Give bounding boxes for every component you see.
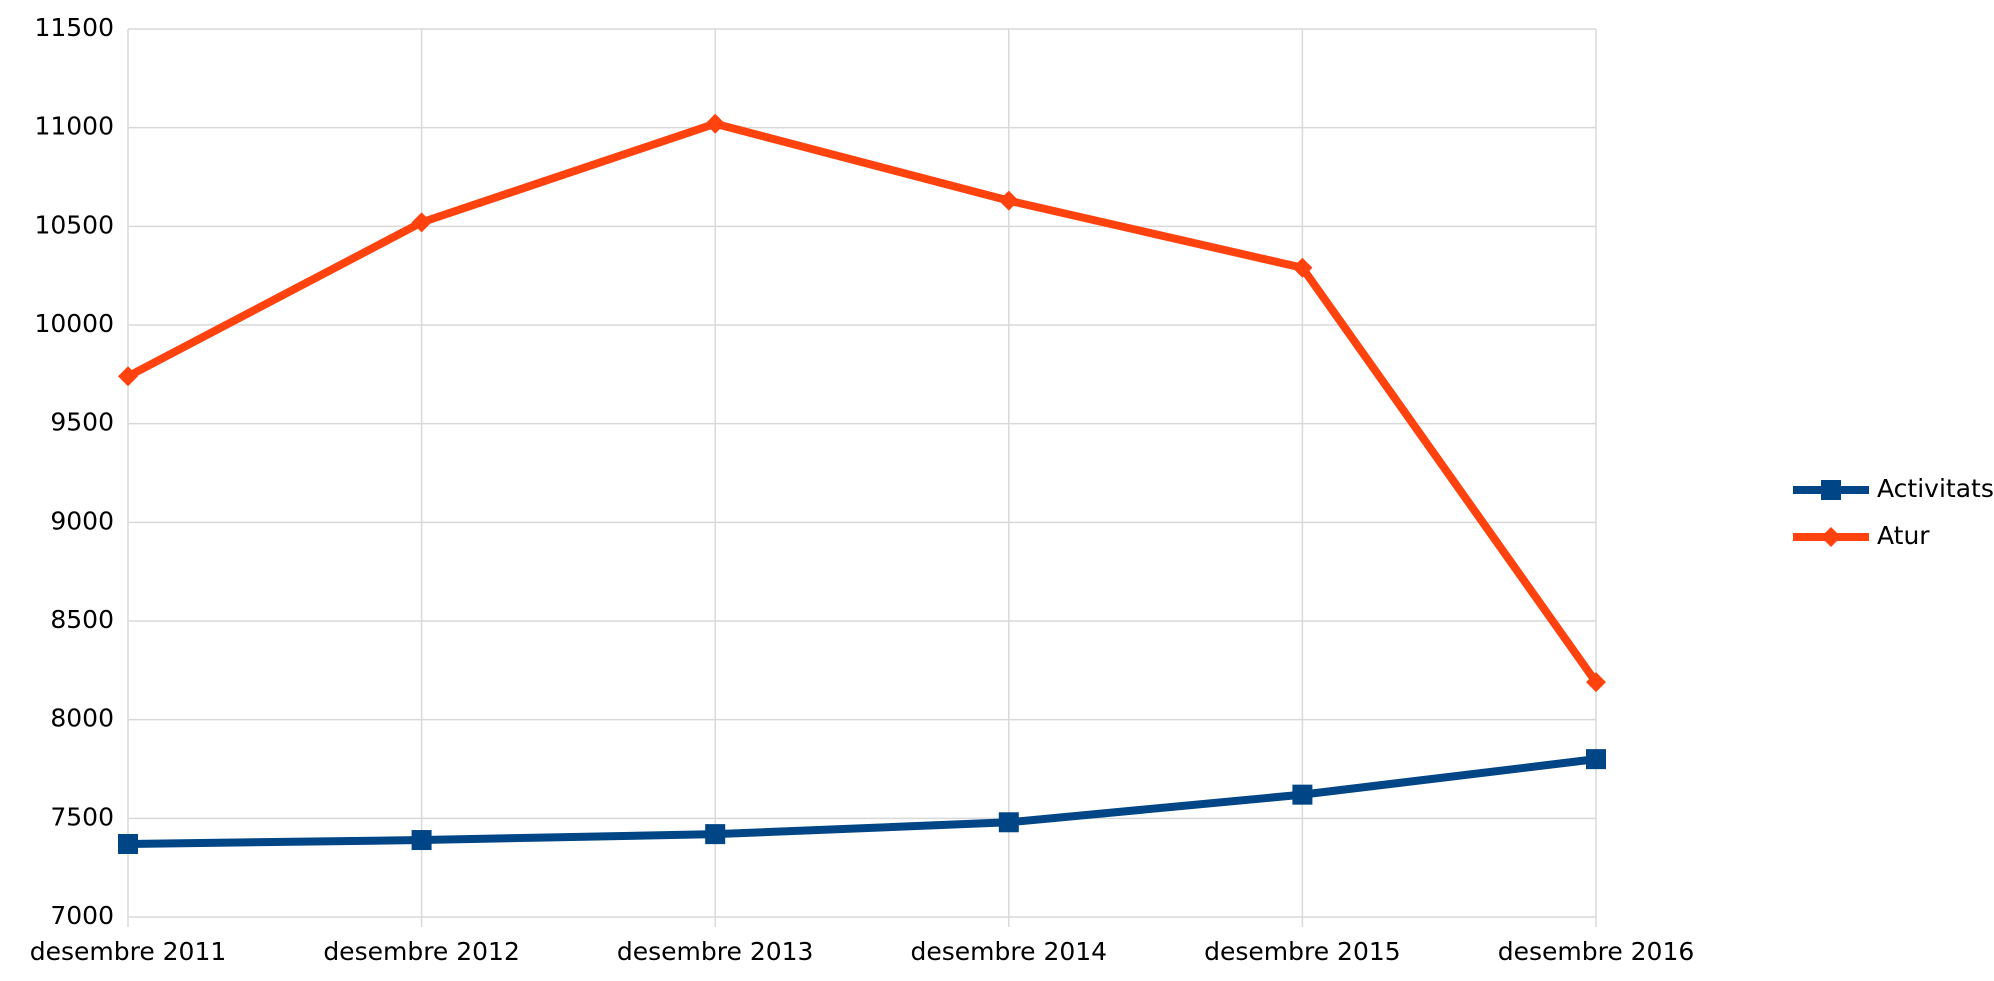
- legend-label: Activitats: [1877, 474, 1994, 503]
- marker: [411, 212, 432, 233]
- x-tick-label: desembre 2014: [911, 937, 1108, 966]
- x-tick-label: desembre 2015: [1204, 937, 1401, 966]
- marker: [118, 833, 138, 854]
- marker: [1821, 480, 1841, 500]
- y-tick-label: 8000: [50, 704, 114, 733]
- series-line: [126, 119, 1600, 685]
- marker: [1821, 527, 1841, 547]
- marker: [705, 113, 726, 134]
- y-tick-label: 10000: [34, 309, 114, 338]
- marker: [1292, 257, 1313, 278]
- legend-label: Atur: [1877, 521, 1930, 550]
- y-tick-label: 9500: [50, 408, 114, 437]
- y-tick-label: 8500: [50, 605, 114, 634]
- marker: [998, 812, 1019, 833]
- y-tick-label: 10500: [34, 210, 114, 239]
- marker: [1292, 784, 1313, 805]
- marker: [411, 830, 432, 851]
- y-tick-label: 11000: [34, 112, 114, 141]
- marker: [1586, 672, 1606, 693]
- x-tick-label: desembre 2012: [323, 937, 520, 966]
- marker: [705, 824, 726, 845]
- x-tick-label: desembre 2011: [30, 937, 227, 966]
- y-tick-label: 7500: [50, 802, 114, 831]
- y-tick-label: 9000: [50, 506, 114, 535]
- x-tick-label: desembre 2013: [617, 937, 814, 966]
- marker: [1586, 749, 1606, 770]
- marker: [998, 190, 1019, 211]
- y-tick-label: 11500: [34, 13, 114, 42]
- marker: [118, 366, 138, 387]
- x-tick-label: desembre 2016: [1498, 937, 1695, 966]
- series-line: [127, 755, 1597, 848]
- y-tick-label: 7000: [50, 901, 114, 930]
